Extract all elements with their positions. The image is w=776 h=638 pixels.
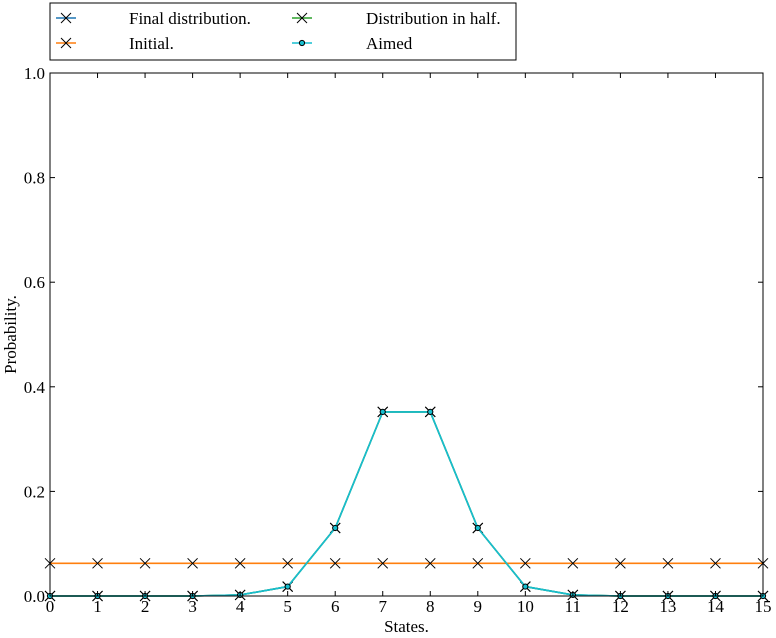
x-tick-label: 9 — [474, 597, 483, 616]
legend-box — [49, 2, 517, 61]
y-tick-label: 0.2 — [24, 482, 45, 501]
data-point — [234, 557, 246, 569]
legend-label: Initial. — [129, 34, 174, 53]
marker-stroke — [710, 557, 721, 569]
marker-stroke — [296, 12, 308, 24]
series-layer — [44, 406, 769, 602]
data-point — [662, 557, 674, 569]
x-tick-label: 1 — [93, 597, 102, 616]
y-axis: 0.0 0.2 0.4 0.6 0.8 1.0 — [24, 64, 763, 606]
legend-label: Aimed — [366, 34, 413, 53]
legend-entry: Initial. — [56, 34, 174, 53]
marker-stroke — [424, 557, 436, 569]
series-initial — [44, 557, 769, 569]
legend-entry: Final distribution. — [56, 9, 251, 28]
marker-stroke — [377, 557, 389, 569]
data-point — [332, 524, 339, 532]
x-tick-label: 6 — [331, 597, 340, 616]
legend-entry: Distribution in half. — [292, 9, 501, 28]
series-final-distribution — [44, 406, 769, 602]
data-point — [377, 557, 389, 569]
data-point — [139, 557, 151, 569]
plot-area-frame — [49, 72, 764, 597]
x-tick-label: 11 — [565, 597, 581, 616]
data-point — [282, 557, 294, 569]
series-line — [50, 411, 763, 597]
y-tick-label: 0.0 — [24, 587, 45, 606]
x-tick-label: 14 — [707, 597, 725, 616]
marker-stroke — [329, 557, 341, 569]
data-point — [567, 557, 579, 569]
series-line — [50, 411, 763, 597]
marker-stroke — [567, 557, 579, 569]
legend-label: Distribution in half. — [366, 9, 501, 28]
x-tick-label: 13 — [659, 597, 676, 616]
y-tick-label: 0.8 — [24, 169, 45, 188]
legend-marker — [298, 39, 306, 47]
legend-marker — [296, 12, 308, 24]
series-line — [50, 411, 763, 597]
data-point — [284, 583, 291, 590]
data-point — [92, 557, 103, 569]
x-tick-label: 12 — [612, 597, 629, 616]
data-point — [710, 557, 721, 569]
marker-stroke — [92, 557, 103, 569]
data-point — [424, 557, 436, 569]
data-point — [187, 557, 198, 569]
x-tick-label: 4 — [236, 597, 245, 616]
x-tick-label: 10 — [517, 597, 534, 616]
marker-stroke — [187, 557, 198, 569]
x-tick-label: 8 — [426, 597, 435, 616]
x-tick-label: 7 — [378, 597, 387, 616]
marker-stroke — [615, 557, 626, 569]
y-axis-label: Probability. — [1, 295, 20, 374]
marker-stroke — [60, 37, 72, 49]
marker-stroke — [139, 557, 151, 569]
y-tick-label: 0.6 — [24, 273, 45, 292]
series-aimed — [46, 408, 767, 600]
x-tick-label: 0 — [46, 597, 55, 616]
data-point — [519, 557, 531, 569]
x-tick-label: 5 — [283, 597, 292, 616]
x-tick-label: 15 — [755, 597, 772, 616]
marker-stroke — [519, 557, 531, 569]
marker-stroke — [60, 12, 72, 24]
data-point — [472, 557, 484, 569]
data-point — [329, 557, 341, 569]
x-axis-label: States. — [384, 617, 429, 636]
series-distribution-in-half — [44, 406, 769, 602]
marker-stroke — [472, 557, 484, 569]
data-point — [427, 408, 434, 416]
legend-marker — [60, 37, 72, 49]
y-tick-label: 0.4 — [24, 378, 46, 397]
data-point — [379, 408, 386, 416]
data-point — [474, 524, 481, 532]
legend-label: Final distribution. — [129, 9, 251, 28]
data-point — [522, 583, 529, 590]
legend-marker — [60, 12, 72, 24]
marker-stroke — [234, 557, 246, 569]
legend-entry: Aimed — [292, 34, 413, 53]
y-tick-label: 1.0 — [24, 64, 45, 83]
marker-stroke — [662, 557, 674, 569]
marker-stroke — [282, 557, 294, 569]
x-axis: 0 1 2 3 4 5 6 7 8 9 10 11 12 13 14 15 — [46, 73, 772, 616]
data-point — [615, 557, 626, 569]
x-tick-label: 3 — [188, 597, 197, 616]
x-tick-label: 2 — [141, 597, 150, 616]
legend: Final distribution. Initial. Distribution … — [49, 2, 517, 61]
